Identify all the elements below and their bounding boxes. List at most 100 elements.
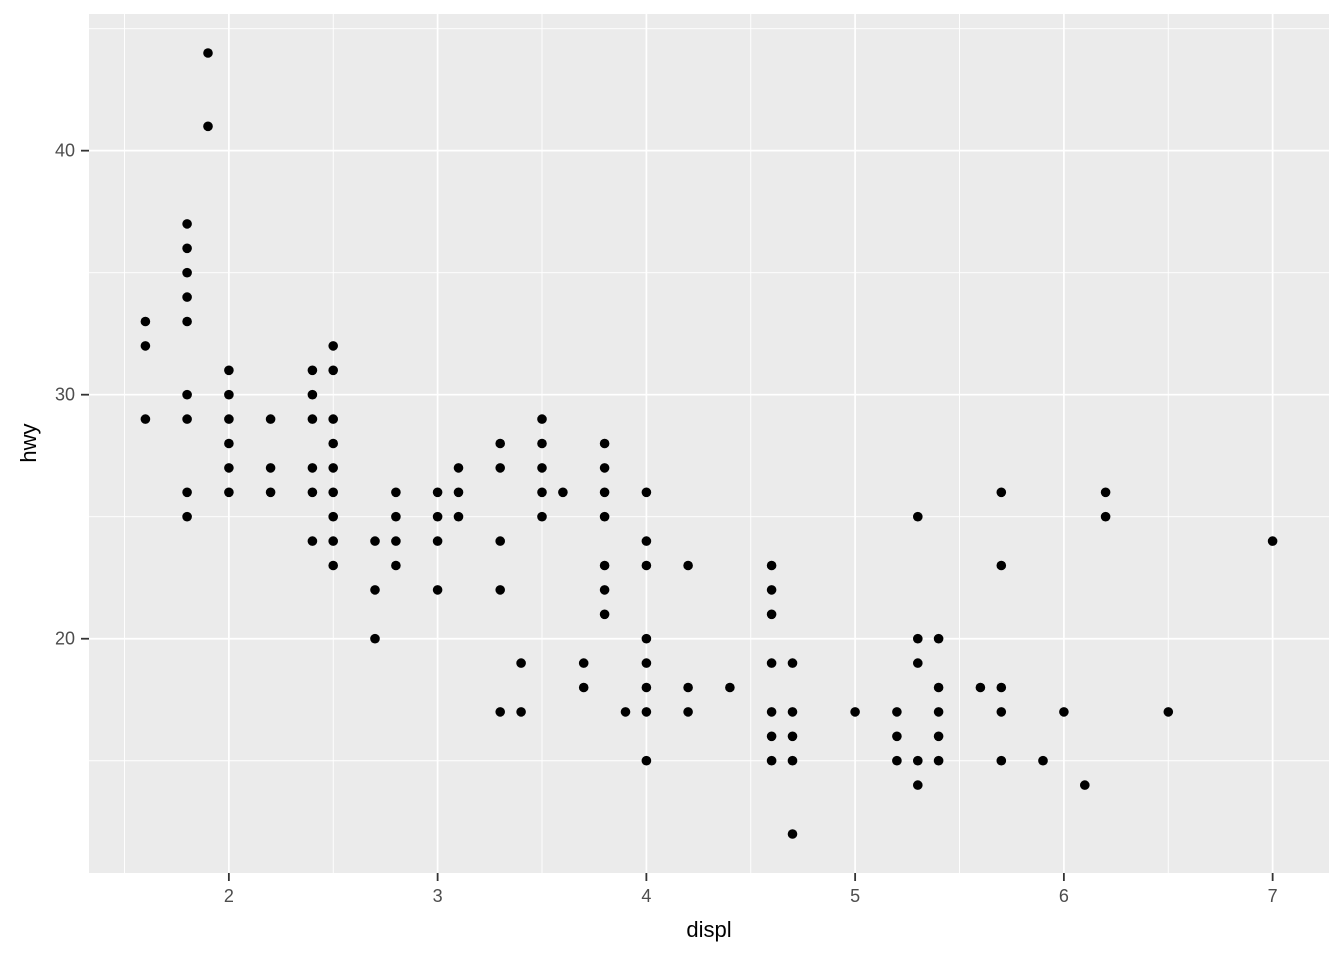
data-point	[328, 365, 339, 376]
data-point	[683, 560, 693, 571]
y-tick-label: 40	[55, 141, 75, 161]
data-point	[203, 48, 213, 58]
data-point	[641, 682, 652, 693]
data-point	[537, 511, 547, 522]
data-point	[140, 341, 151, 351]
data-point	[641, 536, 652, 546]
data-point	[599, 487, 610, 498]
axis-tick-marks	[81, 149, 1274, 881]
major-gridlines	[89, 14, 1329, 873]
data-point	[996, 487, 1007, 498]
data-point	[996, 682, 1007, 693]
data-point	[203, 121, 213, 132]
data-point	[1059, 707, 1069, 717]
data-point	[140, 414, 151, 424]
data-point	[453, 511, 464, 522]
data-point	[913, 780, 923, 790]
data-point	[641, 560, 652, 571]
x-tick-label: 6	[1059, 886, 1069, 906]
data-point	[599, 463, 610, 473]
data-point	[495, 536, 506, 546]
data-point	[787, 658, 798, 668]
data-point	[996, 560, 1007, 571]
data-point	[933, 682, 944, 693]
data-point	[265, 414, 276, 424]
data-point	[766, 755, 777, 766]
data-point	[578, 658, 589, 668]
data-point	[892, 707, 902, 717]
x-tick-label: 3	[433, 886, 443, 906]
x-tick-label: 5	[850, 886, 860, 906]
data-point	[328, 438, 339, 449]
data-point	[766, 731, 777, 742]
data-point	[182, 219, 192, 229]
data-point	[913, 755, 923, 766]
data-point	[307, 365, 318, 376]
x-axis-title: displ	[686, 917, 731, 942]
data-point	[495, 438, 506, 449]
data-point	[495, 707, 506, 717]
data-point	[537, 438, 547, 449]
data-point	[599, 511, 610, 522]
data-point	[996, 707, 1007, 717]
data-point	[537, 463, 547, 473]
data-point	[453, 487, 464, 498]
data-point	[495, 463, 506, 473]
y-tick-label: 20	[55, 629, 75, 649]
data-point	[850, 707, 860, 717]
data-point	[620, 707, 631, 717]
data-point	[495, 585, 506, 595]
data-point	[641, 487, 652, 498]
data-point	[265, 487, 276, 498]
data-point	[892, 731, 902, 742]
data-point	[558, 487, 568, 498]
data-point	[182, 316, 192, 327]
data-point	[537, 414, 547, 424]
data-point	[432, 585, 443, 595]
data-point	[1267, 536, 1278, 546]
data-point	[182, 243, 192, 254]
data-point	[370, 585, 380, 595]
y-tick-label: 30	[55, 385, 75, 405]
x-axis-tick-labels: 2 3 4 5 6 7	[224, 886, 1278, 906]
data-point	[370, 633, 380, 644]
x-tick-label: 4	[641, 886, 651, 906]
data-point	[328, 487, 339, 498]
data-point	[766, 707, 777, 717]
data-point	[453, 463, 464, 473]
data-point	[182, 511, 192, 522]
data-point	[224, 438, 234, 449]
data-point	[1038, 755, 1048, 766]
data-point	[537, 487, 547, 498]
data-point	[787, 829, 798, 839]
data-point	[182, 292, 192, 302]
data-point	[683, 707, 693, 717]
data-point	[328, 511, 339, 522]
data-point	[787, 707, 798, 717]
data-point	[307, 389, 318, 400]
data-point	[432, 536, 443, 546]
data-point	[975, 682, 986, 693]
data-point	[641, 633, 652, 644]
data-point	[599, 609, 610, 620]
data-point	[933, 707, 944, 717]
data-point	[892, 755, 902, 766]
data-point	[307, 463, 318, 473]
data-point	[599, 560, 610, 571]
data-point	[391, 560, 401, 571]
data-point	[307, 536, 318, 546]
data-point	[787, 731, 798, 742]
data-point	[641, 707, 652, 717]
data-point	[224, 463, 234, 473]
data-point	[432, 511, 443, 522]
data-point	[599, 438, 610, 449]
data-point	[432, 487, 443, 498]
data-point	[391, 487, 401, 498]
data-point	[933, 755, 944, 766]
data-point	[913, 658, 923, 668]
data-point	[913, 633, 923, 644]
y-axis-title: hwy	[16, 423, 41, 462]
data-point	[766, 585, 777, 595]
